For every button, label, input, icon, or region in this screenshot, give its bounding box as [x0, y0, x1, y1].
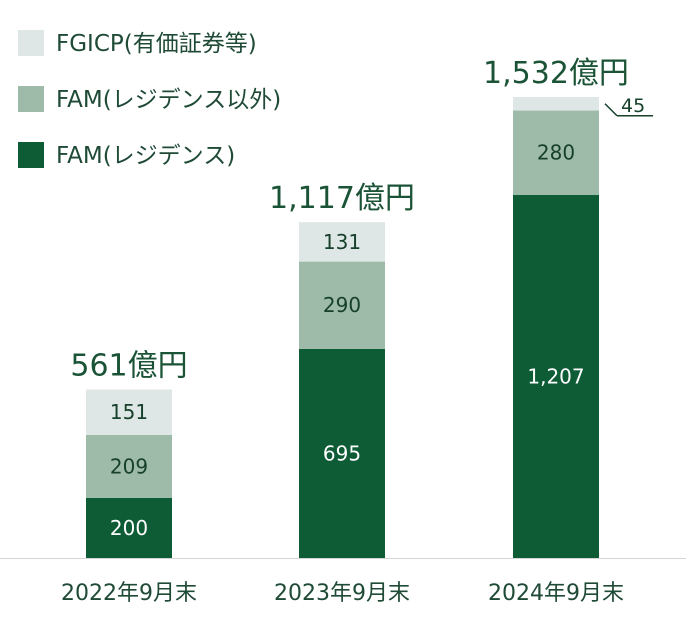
bar-value-label-1-0: 695 — [323, 441, 361, 465]
callout-leader-2-2 — [604, 103, 618, 117]
bar-value-label-0-2: 151 — [110, 400, 148, 424]
x-tick-label-0: 2022年9月末 — [61, 581, 197, 606]
legend-label-2: FGICP(有価証券等) — [56, 31, 257, 57]
bar-value-label-2-0: 1,207 — [527, 364, 584, 388]
bar-segment-0-1 — [86, 434, 172, 498]
bar-segment-0-0 — [86, 497, 172, 558]
bar-total-label-2: 1,532億円 — [483, 56, 629, 91]
bar-value-label-0-1: 209 — [110, 454, 148, 478]
bar-value-label-2-2: 45 — [621, 95, 645, 117]
bar-total-label-0: 561億円 — [70, 348, 187, 383]
bar-segment-1-1 — [299, 261, 385, 349]
bar-segment-2-1 — [513, 110, 599, 195]
bar-segment-2-2 — [513, 97, 599, 111]
bar-segment-1-2 — [299, 222, 385, 262]
bar-value-label-1-1: 290 — [323, 293, 361, 317]
bar-segment-2-0 — [513, 194, 599, 558]
legend-swatch-1 — [18, 86, 44, 112]
legend-swatch-0 — [18, 142, 44, 168]
legend-label-0: FAM(レジデンス) — [56, 143, 235, 169]
legend-label-1: FAM(レジデンス以外) — [56, 87, 281, 113]
x-tick-label-2: 2024年9月末 — [488, 581, 624, 606]
bar-value-label-2-1: 280 — [537, 141, 575, 165]
bar-value-label-1-2: 131 — [323, 230, 361, 254]
bar-total-label-1: 1,117億円 — [269, 181, 415, 216]
legend-swatch-2 — [18, 30, 44, 56]
x-tick-label-1: 2023年9月末 — [274, 581, 410, 606]
bar-segment-0-2 — [86, 389, 172, 435]
bar-value-label-0-0: 200 — [110, 516, 148, 540]
bar-segment-1-0 — [299, 348, 385, 558]
